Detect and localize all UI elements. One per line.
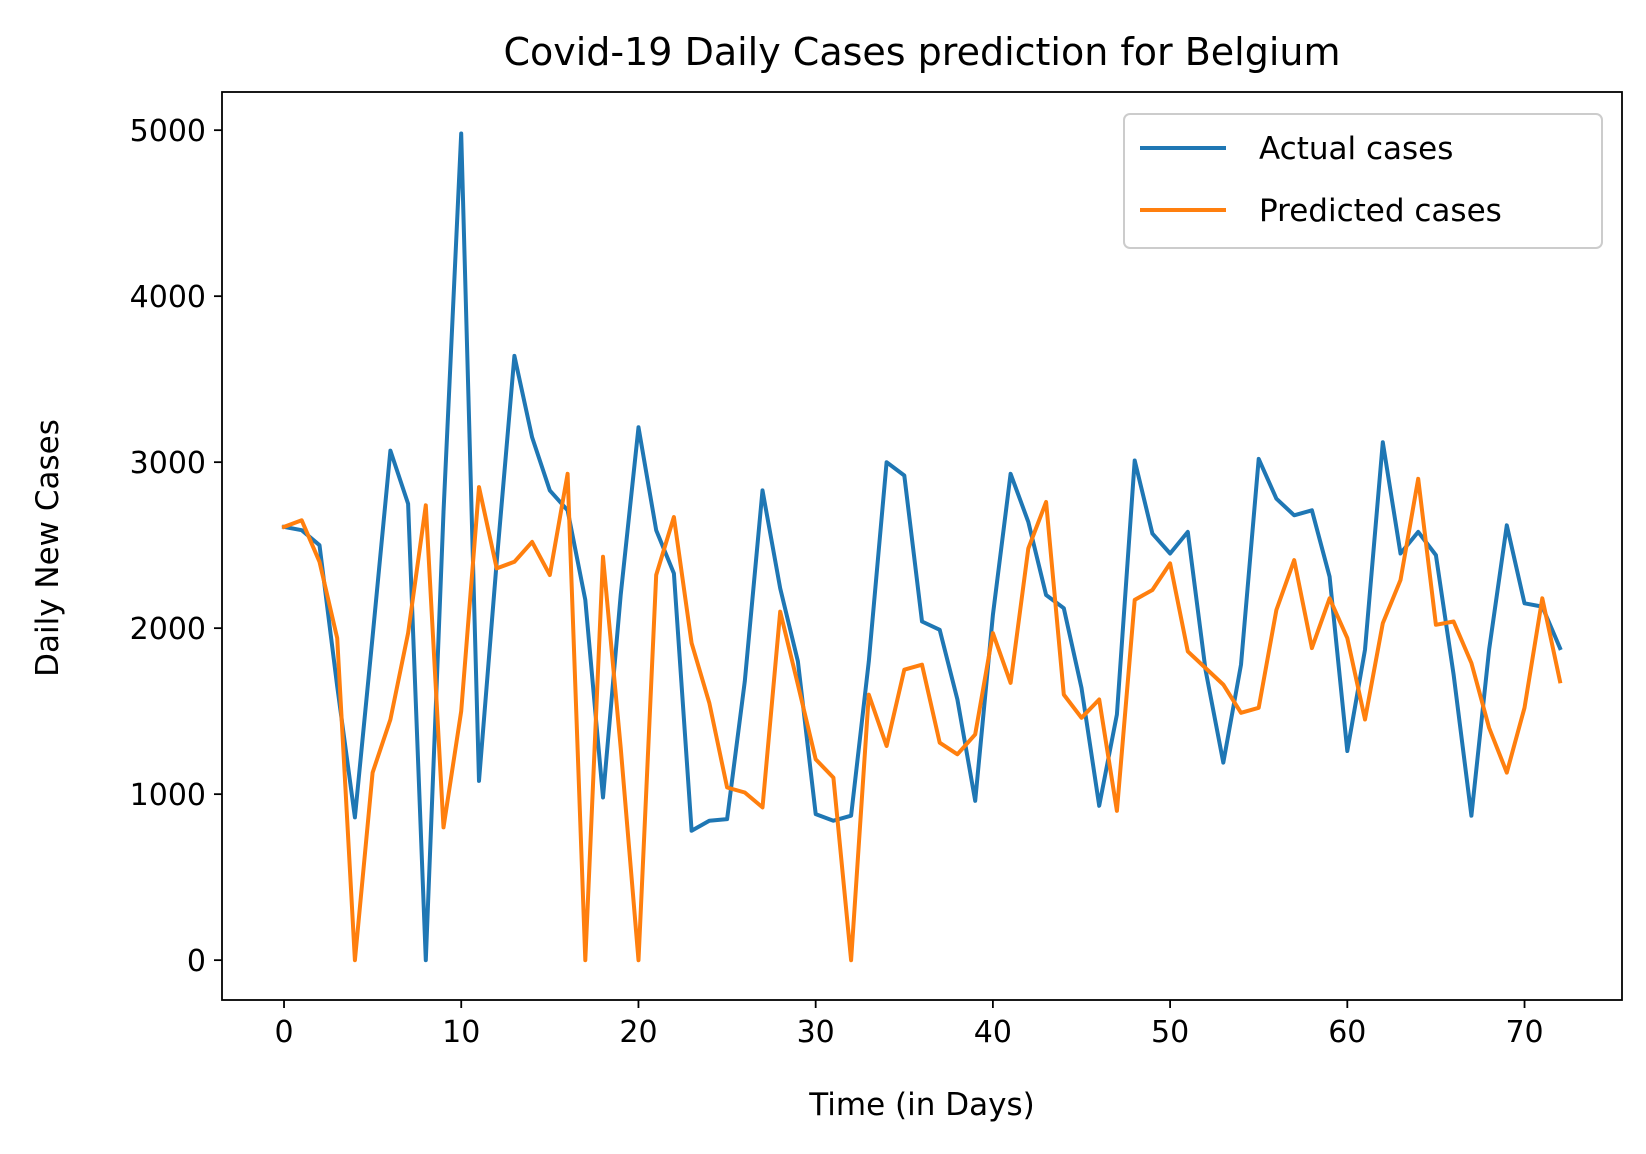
- legend-label-predicted: Predicted cases: [1259, 193, 1502, 229]
- x-tick-label: 40: [974, 1015, 1012, 1050]
- y-axis: 0 1000 2000 3000 4000 5000: [130, 114, 222, 979]
- plot-area: [221, 91, 1623, 1001]
- x-axis-label: Time (in Days): [808, 1087, 1034, 1123]
- x-axis: 0 10 20 30 40 50 60 70: [274, 1000, 1544, 1050]
- y-tick-label: 5000: [130, 114, 206, 149]
- chart-title: Covid-19 Daily Cases prediction for Belg…: [503, 30, 1340, 74]
- x-tick-label: 20: [619, 1015, 657, 1050]
- y-axis-label: Daily New Cases: [30, 419, 66, 677]
- plot-frame: [221, 91, 1623, 1001]
- y-tick-label: 3000: [130, 446, 206, 481]
- series-line-predicted: [281, 471, 1563, 963]
- y-tick-label: 1000: [130, 778, 206, 813]
- series-layer: [281, 131, 1563, 963]
- x-tick-label: 70: [1505, 1015, 1543, 1050]
- y-tick-label: 0: [187, 944, 206, 979]
- y-tick-label: 2000: [130, 612, 206, 647]
- x-tick-label: 0: [274, 1015, 293, 1050]
- legend-label-actual: Actual cases: [1259, 131, 1453, 167]
- x-tick-label: 10: [442, 1015, 480, 1050]
- legend: Actual cases Predicted cases: [1123, 113, 1603, 249]
- legend-box: [1123, 113, 1603, 249]
- x-tick-label: 50: [1151, 1015, 1189, 1050]
- x-tick-label: 60: [1328, 1015, 1366, 1050]
- y-tick-label: 4000: [130, 280, 206, 315]
- x-tick-label: 30: [797, 1015, 835, 1050]
